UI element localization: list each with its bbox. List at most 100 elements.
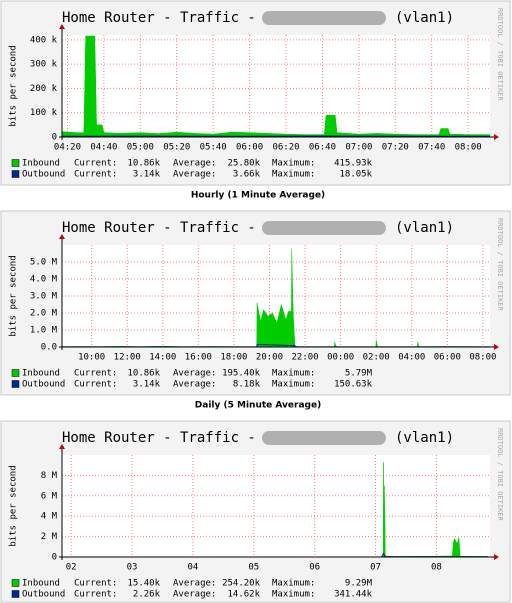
x-tick-label: 05:00 [127, 143, 154, 153]
legend-stat-label: Average: [173, 579, 216, 589]
legend-label: Outbound [22, 170, 65, 180]
x-tick-label: 04 [187, 563, 198, 573]
x-tick-label: 08:00 [455, 143, 482, 153]
legend-stat-value: 3.66k [233, 170, 261, 180]
legend-swatch [11, 380, 20, 388]
chart-panel: 0 100 k 200 k 300 k 400 k 04:20 04:40 05:00 05:2… [0, 0, 511, 201]
legend-stat-label: Average: [173, 380, 216, 390]
x-tick-label: 18:00 [220, 353, 247, 363]
y-tick-label: 0.0 [41, 343, 57, 353]
legend-stat-value: 3.14k [133, 170, 161, 180]
x-tick-label: 14:00 [149, 353, 176, 363]
x-tick-label: 05:20 [163, 143, 190, 153]
chart-panel: 0 2 M 4 M 6 M 8 M 02 03 04 05 06 07 08 Inbound Curren… [0, 420, 511, 603]
legend-stat-label: Current: [74, 170, 117, 180]
y-tick-label: 6 M [41, 491, 58, 501]
x-tick-label: 04:00 [398, 353, 425, 363]
legend-stat-label: Current: [74, 590, 117, 600]
legend-stat-value: 341.44k [334, 590, 373, 600]
chart-title-suffix: (vlan1) [395, 220, 454, 236]
axis-arrow [494, 554, 499, 560]
legend-swatch [11, 369, 20, 377]
legend-label: Inbound [22, 369, 60, 379]
axis-arrow [59, 24, 65, 29]
legend-stat-value: 10.86k [127, 369, 160, 379]
legend-stat-value: 10.86k [127, 159, 160, 169]
x-tick-label: 05 [248, 563, 259, 573]
redacted-name [262, 11, 386, 25]
x-tick-label: 03 [127, 563, 138, 573]
axis-arrow [494, 344, 499, 350]
x-tick-label: 12:00 [114, 353, 141, 363]
legend-label: Outbound [22, 590, 65, 600]
legend-swatch [11, 159, 20, 167]
legend-label: Outbound [22, 380, 65, 390]
legend-stat-label: Current: [74, 380, 117, 390]
legend-stat-value: 2.26k [133, 590, 161, 600]
legend-stat-value: 3.14k [133, 380, 161, 390]
y-tick-label: 100 k [30, 108, 58, 118]
legend-stat-value: 9.29M [345, 579, 373, 589]
legend-stat-value: 15.40k [127, 579, 160, 589]
redacted-name [262, 221, 386, 235]
x-tick-label: 07 [370, 563, 381, 573]
legend-stat-label: Maximum: [272, 159, 315, 169]
plot-area [62, 35, 490, 137]
legend-stat-label: Maximum: [272, 170, 315, 180]
axis-arrow [59, 234, 65, 239]
legend-stat-value: 150.63k [334, 380, 373, 390]
y-tick-label: 4.0 M [30, 275, 58, 285]
x-tick-label: 06 [309, 563, 320, 573]
x-tick-label: 07:00 [345, 143, 372, 153]
chart-title-suffix: (vlan1) [395, 10, 454, 26]
y-tick-label: 300 k [30, 60, 58, 70]
legend-stat-value: 254.20k [222, 579, 261, 589]
chart-title: Home Router - Traffic - [62, 10, 256, 26]
y-tick-label: 0 [52, 553, 57, 563]
x-tick-label: 22:00 [292, 353, 319, 363]
legend-stat-label: Maximum: [272, 369, 315, 379]
y-tick-label: 200 k [30, 84, 58, 94]
y-axis-label: bits per second [9, 255, 19, 336]
legend-stat-value: 14.62k [227, 590, 260, 600]
watermark: RRDTOOL / TOBI OETIKER [496, 428, 504, 522]
chart-title: Home Router - Traffic - [62, 430, 256, 446]
y-tick-label: 5.0 M [30, 258, 58, 268]
chart-title-suffix: (vlan1) [395, 430, 454, 446]
axis-arrow [494, 134, 499, 140]
y-tick-label: 3.0 M [30, 292, 58, 302]
legend-stat-label: Current: [74, 369, 117, 379]
chart-title: Home Router - Traffic - [62, 220, 256, 236]
chart-caption: Hourly (1 Minute Average) [191, 191, 325, 201]
y-tick-label: 1.0 M [30, 326, 58, 336]
x-tick-label: 08 [431, 563, 442, 573]
chart-panel: 0.0 1.0 M 2.0 M 3.0 M 4.0 M 5.0 M 10:00 12:00 14… [0, 210, 511, 411]
y-axis-label: bits per second [9, 45, 19, 126]
plot-area [62, 455, 490, 557]
redacted-name [262, 431, 386, 445]
x-tick-label: 02:00 [363, 353, 390, 363]
legend-stat-value: 415.93k [334, 159, 373, 169]
x-tick-label: 07:40 [418, 143, 445, 153]
x-tick-label: 07:20 [382, 143, 409, 153]
y-tick-label: 4 M [41, 512, 58, 522]
legend-stat-value: 5.79M [345, 369, 373, 379]
legend-stat-value: 25.80k [227, 159, 260, 169]
legend-stat-label: Current: [74, 579, 117, 589]
y-tick-label: 2 M [41, 532, 58, 542]
legend-label: Inbound [22, 159, 60, 169]
legend-stat-value: 18.05k [339, 170, 372, 180]
legend-stat-value: 8.18k [233, 380, 261, 390]
x-tick-label: 06:20 [272, 143, 299, 153]
chart-caption: Daily (5 Minute Average) [195, 401, 321, 411]
y-tick-label: 0 [52, 133, 57, 143]
y-tick-label: 400 k [30, 35, 58, 45]
x-tick-label: 10:00 [78, 353, 105, 363]
x-tick-label: 00:00 [327, 353, 354, 363]
legend-swatch [11, 590, 20, 598]
y-tick-label: 2.0 M [30, 309, 58, 319]
legend-stat-label: Maximum: [272, 579, 315, 589]
legend-stat-label: Maximum: [272, 380, 315, 390]
x-tick-label: 08:00 [469, 353, 496, 363]
area-series [61, 35, 491, 138]
